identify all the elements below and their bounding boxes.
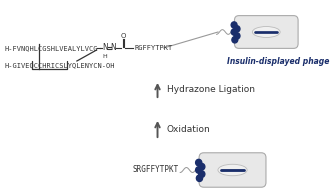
Text: O: O [121, 33, 126, 39]
FancyBboxPatch shape [199, 153, 266, 187]
Text: H-FVNQHLCGSHLVEALYLVCG: H-FVNQHLCGSHLVEALYLVCG [5, 45, 98, 51]
Text: Oxidation: Oxidation [167, 125, 211, 133]
Text: N: N [111, 43, 116, 53]
Text: N: N [102, 43, 108, 53]
Circle shape [199, 163, 205, 170]
Circle shape [231, 29, 237, 35]
Ellipse shape [252, 26, 280, 37]
Circle shape [234, 26, 240, 32]
Circle shape [196, 167, 202, 173]
Circle shape [232, 37, 238, 43]
Circle shape [231, 22, 237, 28]
FancyBboxPatch shape [235, 16, 298, 48]
Text: RGFFYTPKT: RGFFYTPKT [134, 45, 172, 51]
Text: Hydrazone Ligation: Hydrazone Ligation [167, 85, 255, 94]
Text: SRGFFYTPKT: SRGFFYTPKT [132, 166, 178, 174]
Text: Insulin-displayed phage: Insulin-displayed phage [227, 57, 330, 67]
Circle shape [199, 171, 205, 177]
Ellipse shape [218, 164, 247, 176]
Circle shape [197, 175, 203, 181]
Text: H-GIVEQCCHRICSLYQLENYCN-OH: H-GIVEQCCHRICSLYQLENYCN-OH [5, 62, 115, 68]
Circle shape [196, 159, 202, 166]
Text: H: H [102, 53, 108, 59]
Circle shape [234, 33, 240, 39]
